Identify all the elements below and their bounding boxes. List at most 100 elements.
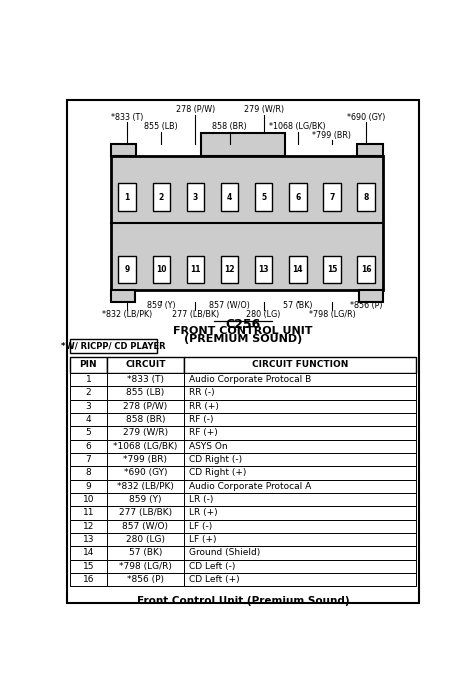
Bar: [357, 183, 375, 211]
Bar: [184, 453, 416, 466]
Text: ASYS On: ASYS On: [189, 442, 227, 451]
Text: 278 (P/W): 278 (P/W): [176, 105, 215, 114]
Text: Audio Corporate Protocal A: Audio Corporate Protocal A: [189, 482, 311, 491]
Text: CIRCUIT: CIRCUIT: [125, 361, 165, 370]
Bar: [184, 357, 416, 373]
Text: *856 (P): *856 (P): [350, 301, 382, 310]
Bar: [70, 357, 107, 373]
Text: Front Control Unit (Premium Sound): Front Control Unit (Premium Sound): [137, 596, 349, 606]
Text: 7: 7: [85, 455, 91, 464]
Text: 57 (BK): 57 (BK): [283, 301, 312, 310]
Text: 280 (LG): 280 (LG): [126, 535, 165, 544]
Text: 9: 9: [85, 482, 91, 491]
Bar: [289, 183, 307, 211]
Text: 1: 1: [125, 193, 130, 202]
Text: 4: 4: [227, 193, 232, 202]
Text: 13: 13: [82, 535, 94, 544]
Text: 279 (W/R): 279 (W/R): [244, 105, 284, 114]
Text: 1: 1: [85, 375, 91, 384]
Text: 10: 10: [156, 265, 166, 274]
Text: 13: 13: [258, 265, 269, 274]
Text: 857 (W/O): 857 (W/O): [209, 301, 250, 310]
Text: LR (+): LR (+): [189, 508, 217, 517]
Text: 11: 11: [82, 508, 94, 517]
Bar: [107, 466, 184, 480]
Text: 280 (LG): 280 (LG): [246, 310, 281, 319]
Text: 855 (LB): 855 (LB): [126, 388, 164, 397]
Text: *832 (LB/PK): *832 (LB/PK): [117, 482, 174, 491]
Bar: [184, 373, 416, 386]
Text: *799 (BR): *799 (BR): [312, 131, 351, 140]
Text: *690 (GY): *690 (GY): [347, 113, 385, 122]
Text: *1068 (LG/BK): *1068 (LG/BK): [269, 122, 326, 132]
Bar: [107, 413, 184, 426]
Text: CD Right (+): CD Right (+): [189, 468, 246, 477]
Text: 15: 15: [327, 265, 337, 274]
Bar: [70, 386, 107, 400]
Bar: [107, 426, 184, 440]
Text: 16: 16: [82, 575, 94, 584]
Text: CD Left (-): CD Left (-): [189, 562, 235, 571]
Bar: [184, 546, 416, 560]
Bar: [107, 453, 184, 466]
Bar: [107, 440, 184, 453]
Bar: [289, 255, 307, 283]
Bar: [70, 466, 107, 480]
Text: 10: 10: [82, 495, 94, 504]
Bar: [110, 156, 383, 290]
Text: 14: 14: [292, 265, 303, 274]
Text: 859 (Y): 859 (Y): [147, 301, 176, 310]
Text: Audio Corporate Protocal B: Audio Corporate Protocal B: [189, 375, 311, 384]
Text: *W/ RICPP/ CD PLAYER: *W/ RICPP/ CD PLAYER: [61, 342, 165, 351]
Text: 11: 11: [190, 265, 201, 274]
Bar: [107, 386, 184, 400]
Text: 6: 6: [85, 442, 91, 451]
Bar: [70, 533, 107, 546]
Bar: [184, 440, 416, 453]
Bar: [70, 573, 107, 586]
Bar: [107, 357, 184, 373]
Text: 7: 7: [329, 193, 335, 202]
Text: RF (+): RF (+): [189, 429, 218, 437]
Text: LF (-): LF (-): [189, 522, 212, 531]
Text: 5: 5: [261, 193, 266, 202]
Bar: [110, 290, 135, 301]
Bar: [70, 453, 107, 466]
Bar: [184, 466, 416, 480]
Text: PIN: PIN: [80, 361, 97, 370]
Text: *799 (BR): *799 (BR): [123, 455, 167, 464]
Bar: [201, 134, 285, 156]
Bar: [107, 560, 184, 573]
Text: 12: 12: [82, 522, 94, 531]
Text: 277 (LB/BK): 277 (LB/BK): [119, 508, 172, 517]
Bar: [107, 506, 184, 519]
Bar: [107, 373, 184, 386]
Text: *798 (LG/R): *798 (LG/R): [309, 310, 355, 319]
Text: *798 (LG/R): *798 (LG/R): [119, 562, 172, 571]
Text: 855 (LB): 855 (LB): [145, 122, 178, 132]
Bar: [184, 400, 416, 413]
Bar: [107, 400, 184, 413]
Text: 5: 5: [85, 429, 91, 437]
Text: 6: 6: [295, 193, 301, 202]
Bar: [184, 480, 416, 493]
Text: RF (-): RF (-): [189, 415, 213, 424]
Bar: [70, 426, 107, 440]
Bar: [153, 183, 170, 211]
Text: 278 (P/W): 278 (P/W): [123, 402, 167, 411]
Text: 858 (BR): 858 (BR): [126, 415, 165, 424]
Text: FRONT CONTROL UNIT: FRONT CONTROL UNIT: [173, 326, 313, 335]
Bar: [110, 144, 137, 156]
Bar: [357, 144, 383, 156]
Text: 3: 3: [85, 402, 91, 411]
Text: 9: 9: [125, 265, 130, 274]
Text: CD Right (-): CD Right (-): [189, 455, 242, 464]
Bar: [70, 339, 156, 353]
Bar: [107, 533, 184, 546]
Bar: [70, 519, 107, 533]
Text: CIRCUIT FUNCTION: CIRCUIT FUNCTION: [252, 361, 348, 370]
Text: RR (-): RR (-): [189, 388, 214, 397]
Bar: [107, 493, 184, 506]
Bar: [70, 440, 107, 453]
Text: LF (+): LF (+): [189, 535, 216, 544]
